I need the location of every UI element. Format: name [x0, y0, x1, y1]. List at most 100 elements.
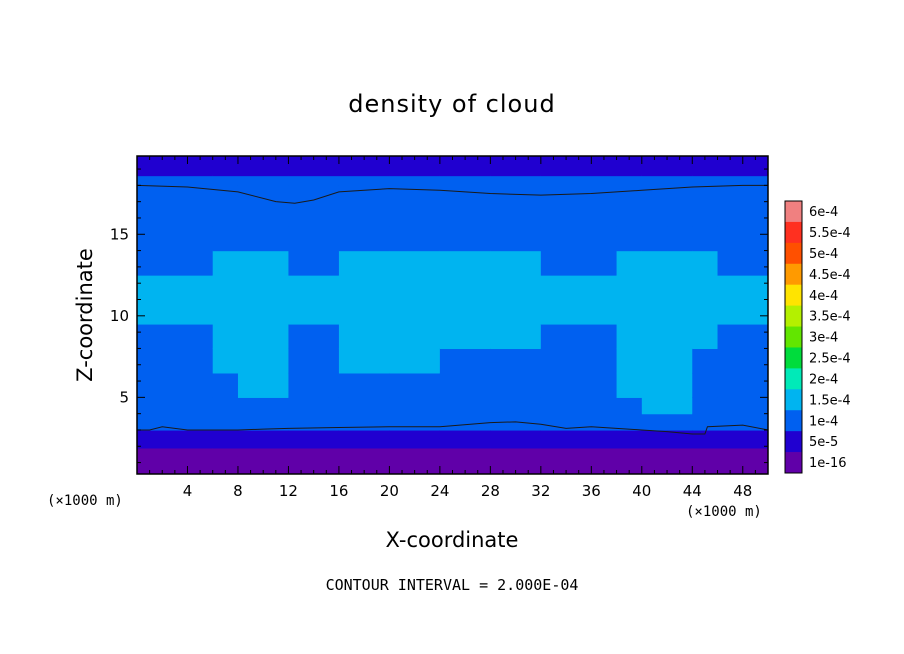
colorbar-label: 5e-4: [809, 247, 838, 262]
field-cell: [212, 323, 239, 350]
field-cell: [212, 413, 239, 431]
field-cell: [212, 185, 239, 198]
colorbar-label: 3.5e-4: [809, 310, 851, 325]
contour-lines: [137, 184, 768, 435]
field-cell: [616, 372, 643, 398]
y-tick-label: 5: [119, 388, 129, 406]
field-cell: [490, 209, 542, 227]
field-cell: [288, 156, 340, 167]
field-cell: [616, 156, 643, 167]
field-cell: [439, 447, 491, 457]
field-cell: [667, 209, 693, 227]
field-cell: [616, 196, 643, 211]
colorbar-swatch: [785, 305, 802, 327]
field-cell: [288, 275, 340, 301]
field-cell: [288, 185, 340, 198]
x-tick-label: 12: [279, 482, 298, 500]
field-cell: [288, 372, 340, 398]
field-cell: [641, 323, 668, 350]
field-cell: [212, 397, 239, 415]
field-cell: [338, 413, 390, 431]
field-cell: [717, 456, 768, 465]
y-axis-ticks: 5 10 15: [110, 168, 768, 464]
field-cell: [439, 429, 491, 439]
field-cell: [288, 299, 340, 325]
field-cell: [439, 209, 491, 227]
x-tick-label: 40: [632, 482, 651, 500]
colorbar-swatch: [785, 326, 802, 348]
field-cell: [717, 209, 768, 227]
field-cell: [212, 175, 239, 186]
field-cell: [288, 209, 340, 227]
field-cell: [692, 165, 719, 177]
field-cell: [641, 185, 668, 198]
field-cell: [616, 226, 643, 252]
field-cell: [641, 250, 668, 276]
field-cell: [667, 413, 693, 431]
field-cell: [137, 413, 214, 431]
field-cell: [439, 175, 491, 186]
field-cell: [490, 196, 542, 211]
field-cell: [616, 438, 643, 449]
field-cell: [540, 397, 618, 415]
field-cell: [540, 165, 618, 177]
colorbar-swatch: [785, 389, 802, 411]
field-cell: [667, 456, 693, 465]
field-cell: [288, 226, 340, 252]
colorbar: 6e-4 5.5e-4 5e-4 4.5e-4 4e-4 3.5e-4 3e-4 2.5e-4…: [784, 200, 851, 474]
field-cell: [237, 429, 290, 439]
field-cell: [667, 464, 693, 474]
colorbar-label: 1.5e-4: [809, 393, 851, 408]
field-cell: [212, 456, 239, 465]
field-cell: [616, 323, 643, 350]
field-cell: [641, 438, 668, 449]
colorbar-label: 2e-4: [809, 372, 838, 387]
colorbar-swatch: [785, 347, 802, 369]
field-cell: [439, 372, 491, 398]
field-cell: [212, 275, 239, 301]
colorbar-swatch: [785, 410, 802, 432]
field-cell: [692, 413, 719, 431]
field-cell: [389, 372, 441, 398]
field-cell: [137, 438, 214, 449]
field-cell: [490, 250, 542, 276]
field-cell: [439, 464, 491, 474]
field-cell: [389, 196, 441, 211]
colorbar-swatch: [785, 201, 802, 223]
field-cell: [490, 348, 542, 374]
field-cell: [389, 397, 441, 415]
field-cell: [237, 196, 290, 211]
field-cell: [439, 196, 491, 211]
field-cell: [667, 196, 693, 211]
field-cell: [237, 185, 290, 198]
colorbar-label: 5.5e-4: [809, 226, 851, 241]
colorbar-label: 5e-5: [809, 435, 838, 450]
field-cell: [692, 438, 719, 449]
field-cell: [490, 299, 542, 325]
field-cell: [692, 275, 719, 301]
field-cell: [717, 196, 768, 211]
field-cell: [439, 165, 491, 177]
field-cell: [667, 299, 693, 325]
field-cell: [338, 348, 390, 374]
field-cell: [540, 275, 618, 301]
field-cell: [338, 299, 390, 325]
field-cell: [439, 250, 491, 276]
field-cell: [389, 456, 441, 465]
field-cell: [692, 175, 719, 186]
field-cell: [237, 413, 290, 431]
field-cell: [717, 250, 768, 276]
field-cell: [490, 438, 542, 449]
field-cell: [212, 165, 239, 177]
field-cell: [641, 447, 668, 457]
field-cell: [237, 226, 290, 252]
field-cell: [717, 438, 768, 449]
field-cell: [389, 348, 441, 374]
field-cell: [540, 196, 618, 211]
field-cell: [137, 250, 214, 276]
field-cell: [667, 165, 693, 177]
field-cell: [692, 447, 719, 457]
x-tick-label: 48: [733, 482, 752, 500]
field-cell: [616, 299, 643, 325]
field-cell: [137, 372, 214, 398]
